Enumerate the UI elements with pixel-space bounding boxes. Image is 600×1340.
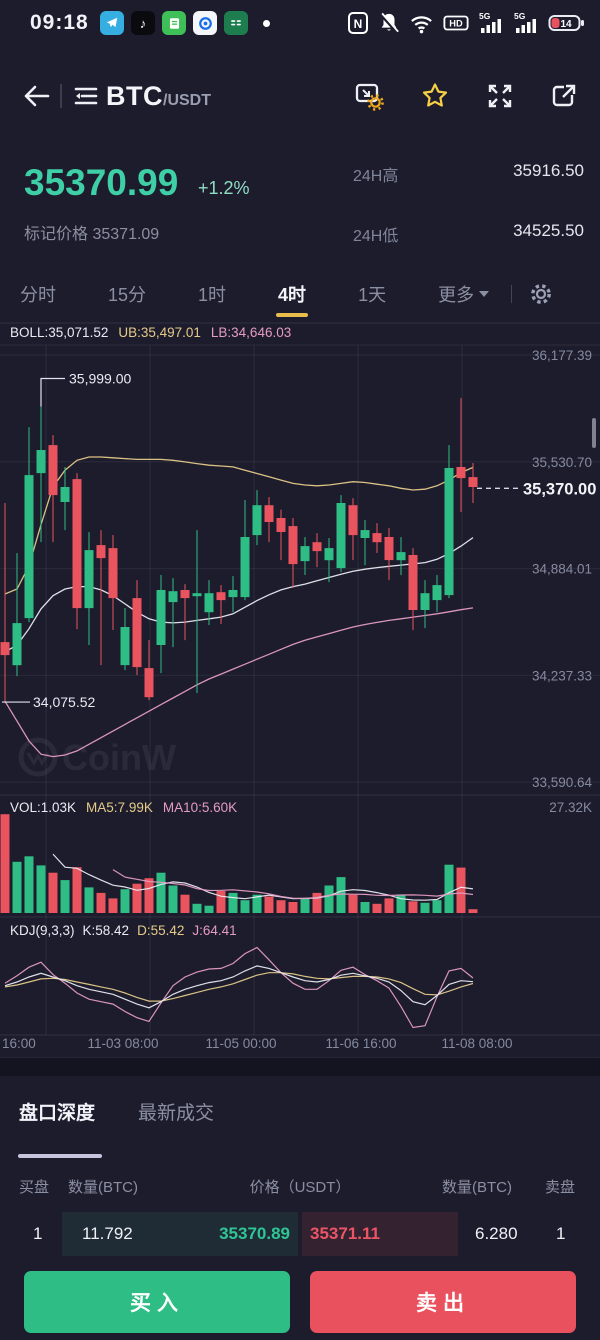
svg-text:33,590.64: 33,590.64: [532, 775, 593, 790]
signal-5g-icon: 5G: [479, 11, 501, 33]
svg-text:11-08 08:00: 11-08 08:00: [441, 1036, 512, 1051]
notification-app-icons: ♪: [100, 11, 270, 35]
market-list-icon[interactable]: [72, 84, 100, 108]
price-change-percent: +1.2%: [198, 178, 250, 198]
high-24h-value: 35916.50: [513, 161, 584, 180]
svg-text:16:00: 16:00: [2, 1036, 36, 1051]
docs-app-icon: [162, 11, 186, 35]
mark-price-label: 标记价格: [24, 226, 89, 243]
tab-latest-trades[interactable]: 最新成交: [138, 1103, 215, 1124]
tab-timeframe-15min[interactable]: 15分: [108, 285, 147, 305]
svg-text:11-03 08:00: 11-03 08:00: [87, 1036, 158, 1051]
ticker-panel: 35370.99 +1.2% 标记价格 35371.09 24H高 35916.…: [0, 140, 600, 260]
kline-chart-svg: CoinW 35,999.00 34,075.52 36,177.39 35,530.7…: [0, 322, 600, 1059]
col-header-sell-qty: 数量(BTC): [442, 1179, 512, 1196]
svg-text:35,370.00: 35,370.00: [523, 480, 596, 498]
clock: 09:18: [30, 11, 89, 34]
svg-text:CoinW: CoinW: [62, 737, 176, 778]
svg-text:5G: 5G: [479, 11, 491, 21]
status-indicators: N HD 5G 5G 14: [347, 10, 586, 36]
sell-depth-bar: [302, 1212, 458, 1256]
share-icon[interactable]: [550, 82, 578, 110]
sell-level: 1: [556, 1224, 566, 1243]
notification-dot-icon: [263, 19, 270, 27]
telegram-app-icon: [100, 11, 124, 35]
chart-gear-icon[interactable]: [528, 281, 554, 307]
fullscreen-icon[interactable]: [486, 82, 514, 110]
svg-text:5G: 5G: [514, 11, 526, 21]
sell-qty: 6.280: [475, 1224, 518, 1243]
tab-orderbook-depth[interactable]: 盘口深度: [19, 1103, 96, 1124]
svg-text:N: N: [354, 17, 363, 31]
tab-timeframe-1h[interactable]: 1时: [198, 285, 227, 305]
svg-text:KDJ(9,3,3)K:58.42D:55.42J:64.4: KDJ(9,3,3) K:58.42 D:55.42 J:64.41: [10, 923, 237, 938]
svg-text:36,177.39: 36,177.39: [532, 348, 592, 363]
tab-timeframe-4h[interactable]: 4时: [276, 275, 309, 317]
toolbar-divider: [511, 285, 513, 303]
svg-text:11-06 16:00: 11-06 16:00: [325, 1036, 396, 1051]
chart-scroll-indicator[interactable]: [592, 418, 596, 448]
buy-level: 1: [33, 1224, 43, 1243]
svg-text:11-05 00:00: 11-05 00:00: [205, 1036, 276, 1051]
signal-5g-icon-2: 5G: [514, 11, 536, 33]
last-price: 35370.99: [24, 162, 179, 203]
browser-app-icon: [193, 11, 217, 35]
mark-price-row: 标记价格 35371.09: [24, 220, 159, 244]
panel-separator: [0, 1058, 600, 1076]
buy-button[interactable]: 买入: [24, 1271, 290, 1333]
svg-text:27.32K: 27.32K: [549, 800, 592, 815]
banking-app-icon: [224, 11, 248, 35]
svg-text:34,884.01: 34,884.01: [532, 562, 592, 577]
chevron-down-icon: [479, 291, 490, 297]
low-24h-label: 24H低: [353, 228, 399, 245]
app-header: BTC /USDT: [0, 58, 600, 134]
header-divider: [60, 84, 62, 108]
favorite-star-icon[interactable]: [420, 81, 450, 111]
svg-text:34,237.33: 34,237.33: [532, 668, 592, 683]
orderbook-panel: 盘口深度 最新成交 买盘 数量(BTC) 价格（USDT） 数量(BTC) 卖盘…: [0, 1076, 600, 1340]
pair-base: BTC: [106, 80, 163, 111]
svg-text:35,530.70: 35,530.70: [532, 455, 592, 470]
timeframe-bar: 分时 15分 1时 4时 1天 更多: [0, 268, 600, 320]
col-header-sell-side: 卖盘: [545, 1179, 576, 1196]
tab-timeframe-fenshi[interactable]: 分时: [20, 285, 56, 305]
svg-text:35,999.00: 35,999.00: [69, 370, 131, 386]
tiktok-app-icon: ♪: [131, 11, 155, 35]
svg-text:14: 14: [560, 19, 572, 30]
tab-timeframe-1d[interactable]: 1天: [358, 285, 387, 305]
svg-text:HD: HD: [449, 19, 463, 29]
orderbook-row[interactable]: 1 11.792 35370.89 35371.11 6.280 1: [0, 1212, 600, 1256]
pair-title[interactable]: BTC /USDT: [106, 81, 211, 112]
bid-price[interactable]: 35370.89: [219, 1224, 290, 1243]
low-24h-value: 34525.50: [513, 221, 584, 240]
high-24h-label: 24H高: [353, 168, 399, 185]
pair-quote: /USDT: [163, 91, 211, 109]
mark-price-value: 35371.09: [92, 226, 160, 243]
sell-button[interactable]: 卖出: [310, 1271, 576, 1333]
buy-qty: 11.792: [82, 1224, 133, 1243]
col-header-price: 价格（USDT）: [249, 1179, 351, 1196]
active-tab-underline: [276, 313, 309, 317]
col-header-buy-qty: 数量(BTC): [68, 1179, 138, 1196]
orderbook-tab-underline: [18, 1154, 102, 1158]
col-header-buy-side: 买盘: [19, 1179, 50, 1196]
buy-depth-bar: [62, 1212, 298, 1256]
status-bar: 09:18 ♪ N HD 5G 5G 14: [0, 0, 600, 50]
nfc-icon: N: [348, 12, 368, 34]
kline-chart[interactable]: CoinW 35,999.00 34,075.52 36,177.39 35,530.7…: [0, 320, 600, 1060]
svg-text:34,075.52: 34,075.52: [33, 694, 95, 710]
back-button[interactable]: [22, 83, 50, 109]
battery-icon: 14: [548, 15, 584, 31]
hd-icon: HD: [443, 15, 469, 31]
more-timeframes-dropdown[interactable]: 更多: [438, 281, 490, 307]
wifi-icon: [411, 16, 432, 34]
bell-muted-icon: [379, 12, 399, 34]
ask-price[interactable]: 35371.11: [310, 1224, 380, 1243]
chart-settings-icon[interactable]: [354, 81, 384, 111]
